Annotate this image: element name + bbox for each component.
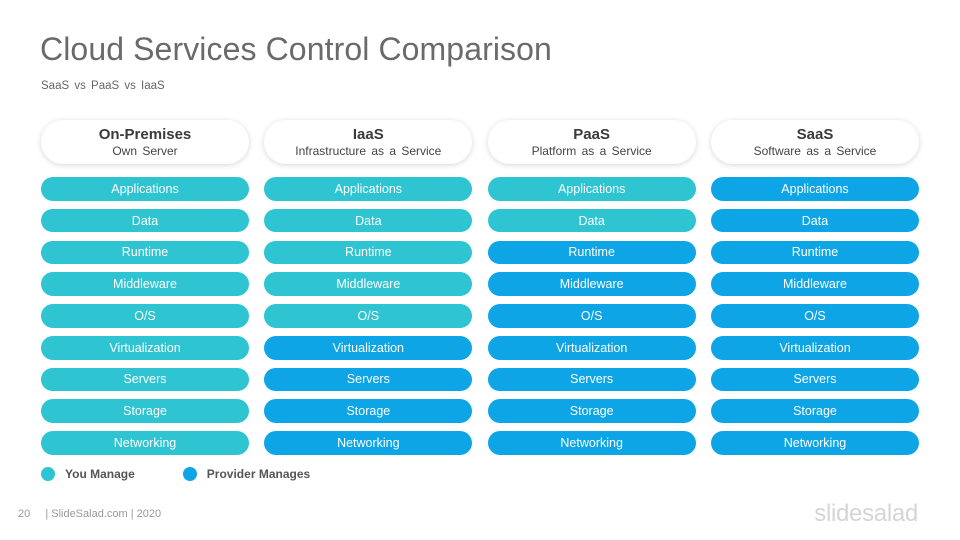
footer-credit: | SlideSalad.com | 2020: [45, 508, 162, 520]
layer-pill: O/S: [264, 304, 473, 328]
column-subtitle: Software as a Service: [753, 143, 877, 158]
column-title: PaaS: [573, 125, 610, 143]
layer-pill: Applications: [710, 177, 919, 201]
layer-pill: Data: [487, 208, 696, 233]
layer-pill: Middleware: [487, 272, 696, 296]
comparison-columns: On-Premises Own Server Applications Data…: [41, 120, 919, 455]
layer-pill: Storage: [41, 399, 249, 424]
slide-subtitle: SaaS vs PaaS vs IaaS: [41, 80, 165, 92]
column-header: SaaS Software as a Service: [710, 120, 919, 164]
column-subtitle: Infrastructure as a Service: [295, 143, 442, 158]
layer-pill: Middleware: [41, 272, 249, 296]
layer-pill: Applications: [487, 177, 696, 201]
layer-pill: Servers: [264, 367, 473, 392]
column-paas: PaaS Platform as a Service Applications …: [487, 120, 696, 455]
column-iaas: IaaS Infrastructure as a Service Applica…: [264, 120, 473, 455]
column-title: IaaS: [352, 125, 384, 143]
layer-pill: Runtime: [41, 240, 249, 265]
legend-label: You Manage: [65, 467, 135, 481]
layer-pill: Virtualization: [41, 335, 249, 360]
layer-pill: Networking: [264, 431, 473, 455]
layer-pill: O/S: [41, 304, 249, 328]
layer-pill: Runtime: [264, 240, 473, 265]
layer-pill: Servers: [41, 367, 249, 392]
legend: You Manage Provider Manages: [41, 467, 358, 481]
legend-item-provider-manages: Provider Manages: [182, 467, 311, 481]
legend-label: Provider Manages: [206, 467, 311, 481]
layer-pill: Middleware: [710, 272, 919, 296]
page-number: 20: [18, 508, 31, 520]
layer-list: Applications Data Runtime Middleware O/S…: [264, 177, 473, 455]
layer-pill: Data: [41, 208, 249, 233]
layer-pill: Servers: [710, 367, 919, 392]
slidesalad-logo: slidesalad: [814, 500, 918, 527]
footer: 20 | SlideSalad.com | 2020: [18, 508, 161, 520]
layer-pill: Storage: [264, 399, 473, 424]
layer-pill: Networking: [710, 431, 919, 455]
column-on-premises: On-Premises Own Server Applications Data…: [41, 120, 249, 455]
you-manage-dot-icon: [41, 467, 55, 481]
layer-pill: Storage: [487, 399, 696, 424]
legend-item-you-manage: You Manage: [41, 467, 135, 481]
layer-pill: Virtualization: [487, 335, 696, 360]
layer-pill: Middleware: [264, 272, 473, 296]
column-header: On-Premises Own Server: [41, 120, 249, 164]
column-subtitle: Platform as a Service: [531, 143, 652, 158]
column-saas: SaaS Software as a Service Applications …: [710, 120, 919, 455]
layer-pill: Servers: [487, 367, 696, 392]
layer-pill: O/S: [487, 304, 696, 328]
layer-pill: Data: [264, 208, 473, 233]
layer-pill: Data: [710, 208, 919, 233]
slide-title: Cloud Services Control Comparison: [40, 31, 552, 67]
column-header: IaaS Infrastructure as a Service: [264, 120, 473, 164]
layer-pill: Runtime: [710, 240, 919, 265]
provider-manages-dot-icon: [182, 467, 197, 481]
column-title: On-Premises: [98, 125, 192, 143]
layer-list: Applications Data Runtime Middleware O/S…: [41, 177, 249, 455]
layer-list: Applications Data Runtime Middleware O/S…: [710, 177, 919, 455]
layer-pill: Storage: [710, 399, 919, 424]
layer-pill: Runtime: [487, 240, 696, 265]
layer-pill: Applications: [41, 177, 249, 201]
layer-pill: Networking: [487, 431, 696, 455]
layer-pill: O/S: [710, 304, 919, 328]
layer-pill: Virtualization: [264, 335, 473, 360]
column-header: PaaS Platform as a Service: [487, 120, 696, 164]
layer-pill: Applications: [264, 177, 473, 201]
layer-pill: Virtualization: [710, 335, 919, 360]
column-subtitle: Own Server: [112, 143, 178, 158]
column-title: SaaS: [796, 125, 834, 143]
layer-list: Applications Data Runtime Middleware O/S…: [487, 177, 696, 455]
layer-pill: Networking: [41, 431, 249, 455]
